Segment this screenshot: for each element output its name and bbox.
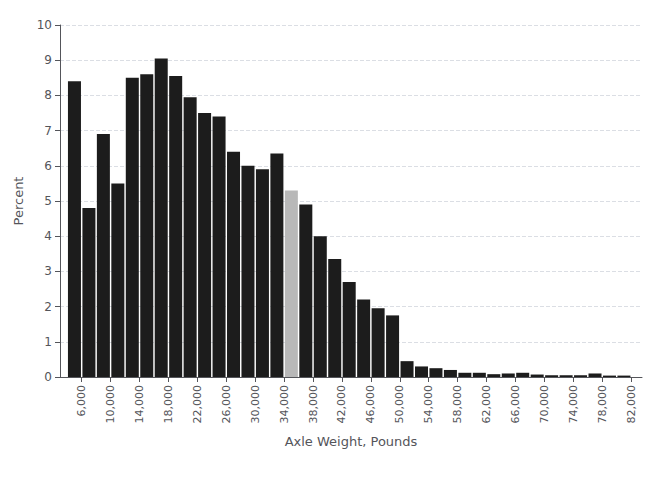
svg-text:6,000: 6,000: [75, 385, 88, 417]
svg-text:66,000: 66,000: [509, 385, 522, 424]
svg-text:26,000: 26,000: [220, 385, 233, 424]
svg-text:Percent: Percent: [11, 177, 26, 226]
svg-text:74,000: 74,000: [567, 385, 580, 424]
svg-text:6: 6: [44, 159, 52, 173]
svg-text:Axle Weight, Pounds: Axle Weight, Pounds: [285, 434, 418, 449]
svg-text:42,000: 42,000: [335, 385, 348, 424]
svg-text:46,000: 46,000: [364, 385, 377, 424]
svg-text:30,000: 30,000: [249, 385, 262, 424]
svg-text:62,000: 62,000: [480, 385, 493, 424]
svg-text:54,000: 54,000: [422, 385, 435, 424]
svg-text:38,000: 38,000: [307, 385, 320, 424]
svg-text:0: 0: [44, 370, 52, 384]
svg-text:5: 5: [44, 194, 52, 208]
svg-text:58,000: 58,000: [451, 385, 464, 424]
svg-text:10: 10: [37, 18, 52, 32]
svg-text:50,000: 50,000: [393, 385, 406, 424]
svg-text:3: 3: [44, 264, 52, 278]
svg-text:34,000: 34,000: [278, 385, 291, 424]
svg-text:9: 9: [44, 53, 52, 67]
svg-text:70,000: 70,000: [538, 385, 551, 424]
svg-text:8: 8: [44, 88, 52, 102]
svg-text:4: 4: [44, 229, 52, 243]
svg-text:22,000: 22,000: [191, 385, 204, 424]
svg-text:14,000: 14,000: [133, 385, 146, 424]
svg-text:78,000: 78,000: [596, 385, 609, 424]
svg-text:7: 7: [44, 124, 52, 138]
svg-text:82,000: 82,000: [625, 385, 638, 424]
svg-text:1: 1: [44, 335, 52, 349]
svg-text:10,000: 10,000: [104, 385, 117, 424]
svg-text:2: 2: [44, 300, 52, 314]
svg-text:18,000: 18,000: [162, 385, 175, 424]
